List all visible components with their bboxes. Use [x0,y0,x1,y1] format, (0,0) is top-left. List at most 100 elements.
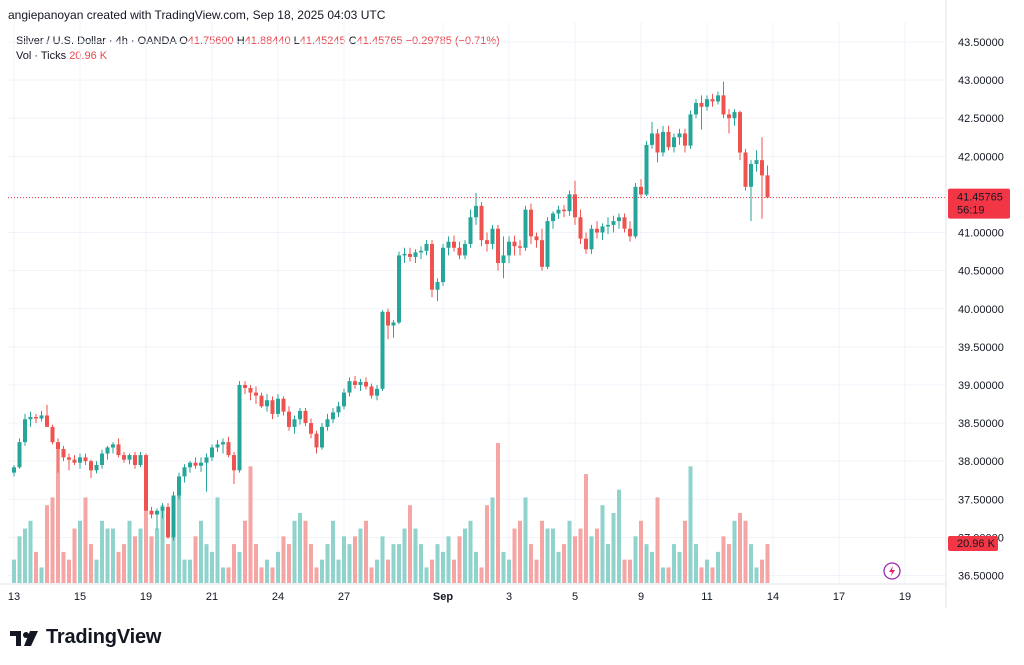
chart-caption: angiepanoyan created with TradingView.co… [8,8,386,22]
time-tick-label: 9 [638,591,644,603]
volume-bar [672,544,676,583]
legend-close-value: 41.45765 [356,35,403,47]
candle-body [12,467,16,473]
candle-body [375,388,379,396]
volume-bar [210,551,214,583]
volume-bar [435,544,440,583]
volume-bar [259,567,264,583]
candle-body [78,457,82,463]
candle-body [523,209,528,248]
volume-bar [705,559,709,583]
volume-bar [595,528,599,583]
legend-volume-label[interactable]: Vol · Ticks [16,50,67,62]
candle-body [221,442,225,445]
volume-bar [72,528,77,583]
candle-body [622,217,627,229]
volume-bar [688,466,693,583]
candle-body [56,442,60,449]
volume-bar [567,520,572,583]
volume-bar [413,528,418,583]
volume-bar [441,551,445,583]
price-tick-label: 39.50000 [958,342,1004,354]
volume-bar [529,544,533,583]
volume-bar [463,528,467,583]
candle-body [215,444,220,448]
candle-body [534,236,539,241]
candle-body [364,381,368,387]
candle-body [584,238,588,250]
time-tick-label: 19 [140,591,152,603]
volume-bar [232,544,236,583]
price-badge-price: 41.45765 [957,192,1003,204]
volume-bar [67,559,71,583]
candle-body [309,423,313,434]
tradingview-logo[interactable]: TradingView [10,626,161,649]
candle-body [716,95,720,102]
price-tick-label: 38.00000 [958,456,1004,468]
volume-bar [199,520,203,583]
volume-bar [160,505,165,583]
candle-body [617,217,621,222]
legend-close-label: C [348,35,357,47]
price-tick-label: 43.50000 [958,37,1004,49]
volume-bar [452,559,456,583]
candle-body [336,406,341,413]
time-tick-label: 5 [572,591,578,603]
candle-body [683,133,687,146]
volume-bar [545,528,550,583]
candle-body [61,448,66,458]
lightning-icon[interactable] [883,562,901,580]
candle-body [28,416,33,420]
volume-bar [105,528,110,583]
candle-body [677,133,682,138]
candle-body [105,447,110,454]
volume-bar [556,551,561,583]
candle-body [72,459,77,463]
candle-body [342,392,346,407]
volume-bar [397,544,401,583]
volume-bar [600,505,605,583]
volume-bar [34,551,38,583]
volume-bar [248,466,253,583]
candle-body [83,457,88,462]
candle-body [353,381,357,385]
time-tick-label: 3 [506,591,512,603]
volume-bar [50,497,55,583]
candle-body [287,411,291,427]
price-tick-label: 43.00000 [958,75,1004,87]
candle-body [259,395,264,407]
time-tick-label: 24 [272,591,284,603]
candle-body [408,253,412,257]
candle-body [721,95,726,115]
price-tick-label: 37.50000 [958,494,1004,506]
price-badge-countdown: 56:19 [957,205,985,217]
candle-body [292,419,297,427]
candle-body [276,398,280,414]
legend-symbol[interactable]: Silver / U.S. Dollar · 4h · OANDA [16,35,177,47]
price-badge: 41.45765 56:19 [948,188,1010,219]
volume-bar [402,528,407,583]
volume-bar [606,544,610,583]
candle-body [490,228,495,244]
volume-bar [364,520,368,583]
candle-body [666,131,671,148]
candle-body [551,213,555,222]
candle-body [303,410,308,424]
candles [12,81,770,541]
volume-bar [237,551,242,583]
candle-body [672,137,676,148]
volume-bar [386,559,390,583]
price-axis[interactable]: 36.5000037.0000037.5000038.0000038.50000… [958,37,1004,583]
volume-bar [155,528,159,583]
price-tick-label: 36.50000 [958,571,1004,583]
candle-body [595,228,599,233]
time-axis[interactable]: 13 15 19 21 24 27 Sep 3 5 9 11 14 17 19 [8,591,911,603]
candle-body [705,99,709,107]
volume-bar [83,497,88,583]
volume-bar [138,528,143,583]
volume-bar [56,443,60,583]
candle-body [39,415,44,419]
volume-badge-value: 20.96 K [957,538,996,550]
candle-body [298,410,302,420]
